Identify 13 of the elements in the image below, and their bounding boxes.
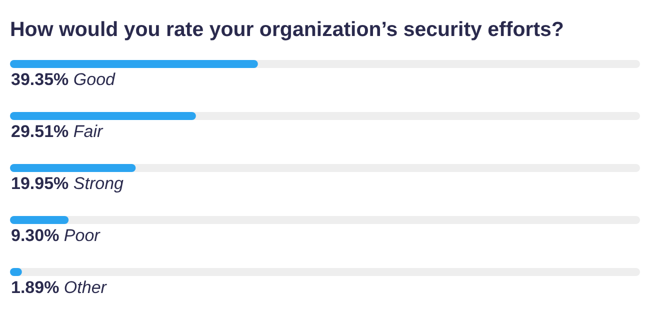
bar [10, 216, 69, 224]
y-tick-label: Other [59, 278, 108, 297]
data-label: 39.35% [11, 70, 69, 89]
y-tick-label: Poor [59, 226, 102, 245]
chart-title: How would you rate your organization’s security efforts? [10, 18, 564, 41]
data-label: 1.89% [11, 278, 60, 297]
y-tick-label: Strong [68, 174, 124, 193]
bar [10, 164, 136, 172]
data-label: 9.30% [11, 226, 60, 245]
y-tick-label: Fair [68, 122, 104, 141]
data-label: 29.51% [11, 122, 69, 141]
y-tick-label: Good [68, 70, 116, 89]
data-label: 19.95% [11, 174, 69, 193]
